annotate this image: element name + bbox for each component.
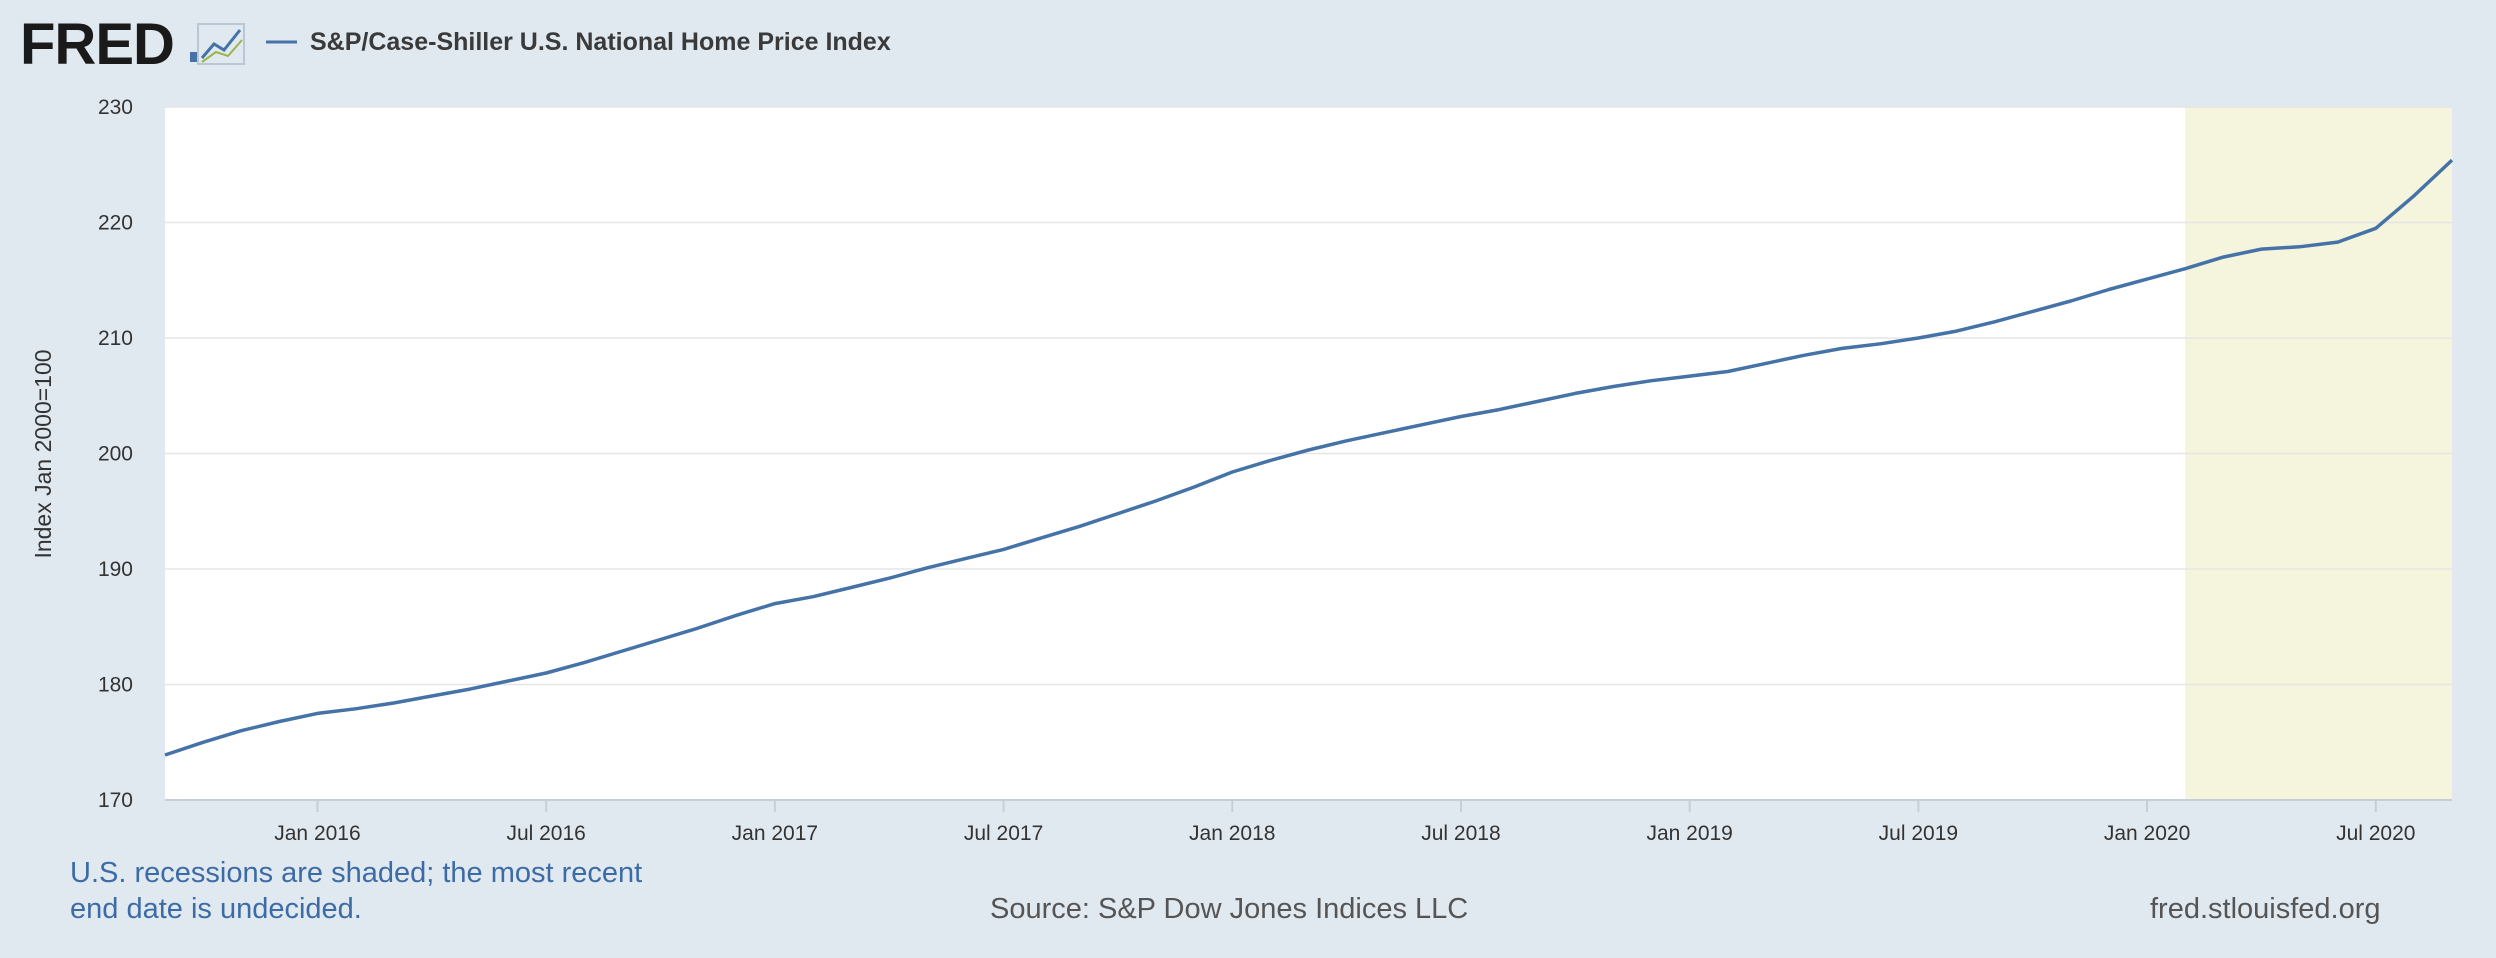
x-tick-label: Jul 2017 <box>964 822 1043 845</box>
y-tick-label: 210 <box>98 327 133 350</box>
x-tick-label: Jul 2018 <box>1421 822 1500 845</box>
x-tick-label: Jul 2019 <box>1879 822 1958 845</box>
fred-chart-icon <box>197 23 245 65</box>
y-tick-label: 220 <box>98 212 133 235</box>
y-axis: 170 180 190 200 210 220 230 <box>98 96 133 812</box>
y-tick-label: 190 <box>98 558 133 581</box>
y-tick-label: 180 <box>98 674 133 697</box>
y-tick-label: 200 <box>98 443 133 466</box>
grid-lines <box>165 106 2452 686</box>
x-tick-label: Jan 2018 <box>1189 822 1275 845</box>
recession-note-line-2: end date is undecided. <box>70 893 362 925</box>
x-axis: Jan 2016 Jul 2016 Jan 2017 Jul 2017 Jan 2018… <box>165 799 2452 845</box>
x-tick-label: Jul 2020 <box>2336 822 2415 845</box>
x-tick-label: Jul 2016 <box>506 822 585 845</box>
x-tick-label: Jan 2017 <box>732 822 818 845</box>
x-tick-label: Jan 2019 <box>1646 822 1732 845</box>
legend-label: S&P/Case-Shiller U.S. National Home Pric… <box>310 28 891 56</box>
series-line-case-shiller <box>164 158 2454 757</box>
y-axis-label: Index Jan 2000=100 <box>30 349 56 558</box>
chart-legend: S&P/Case-Shiller U.S. National Home Pric… <box>266 28 891 56</box>
site-link[interactable]: fred.stlouisfed.org <box>2150 893 2381 925</box>
y-tick-label: 170 <box>98 789 133 812</box>
y-tick-label: 230 <box>98 96 133 119</box>
fred-logo-text: FRED <box>20 12 174 77</box>
registered-mark <box>190 52 200 62</box>
plot-area: Jan 2016 Jul 2016 Jan 2017 Jul 2017 Jan 2018… <box>98 96 2454 845</box>
fred-logo[interactable]: FRED <box>20 12 245 77</box>
x-tick-label: Jan 2020 <box>2104 822 2190 845</box>
source-text: Source: S&P Dow Jones Indices LLC <box>990 893 1468 925</box>
x-tick-label: Jan 2016 <box>274 822 360 845</box>
recession-note-line-1: U.S. recessions are shaded; the most rec… <box>70 857 642 889</box>
